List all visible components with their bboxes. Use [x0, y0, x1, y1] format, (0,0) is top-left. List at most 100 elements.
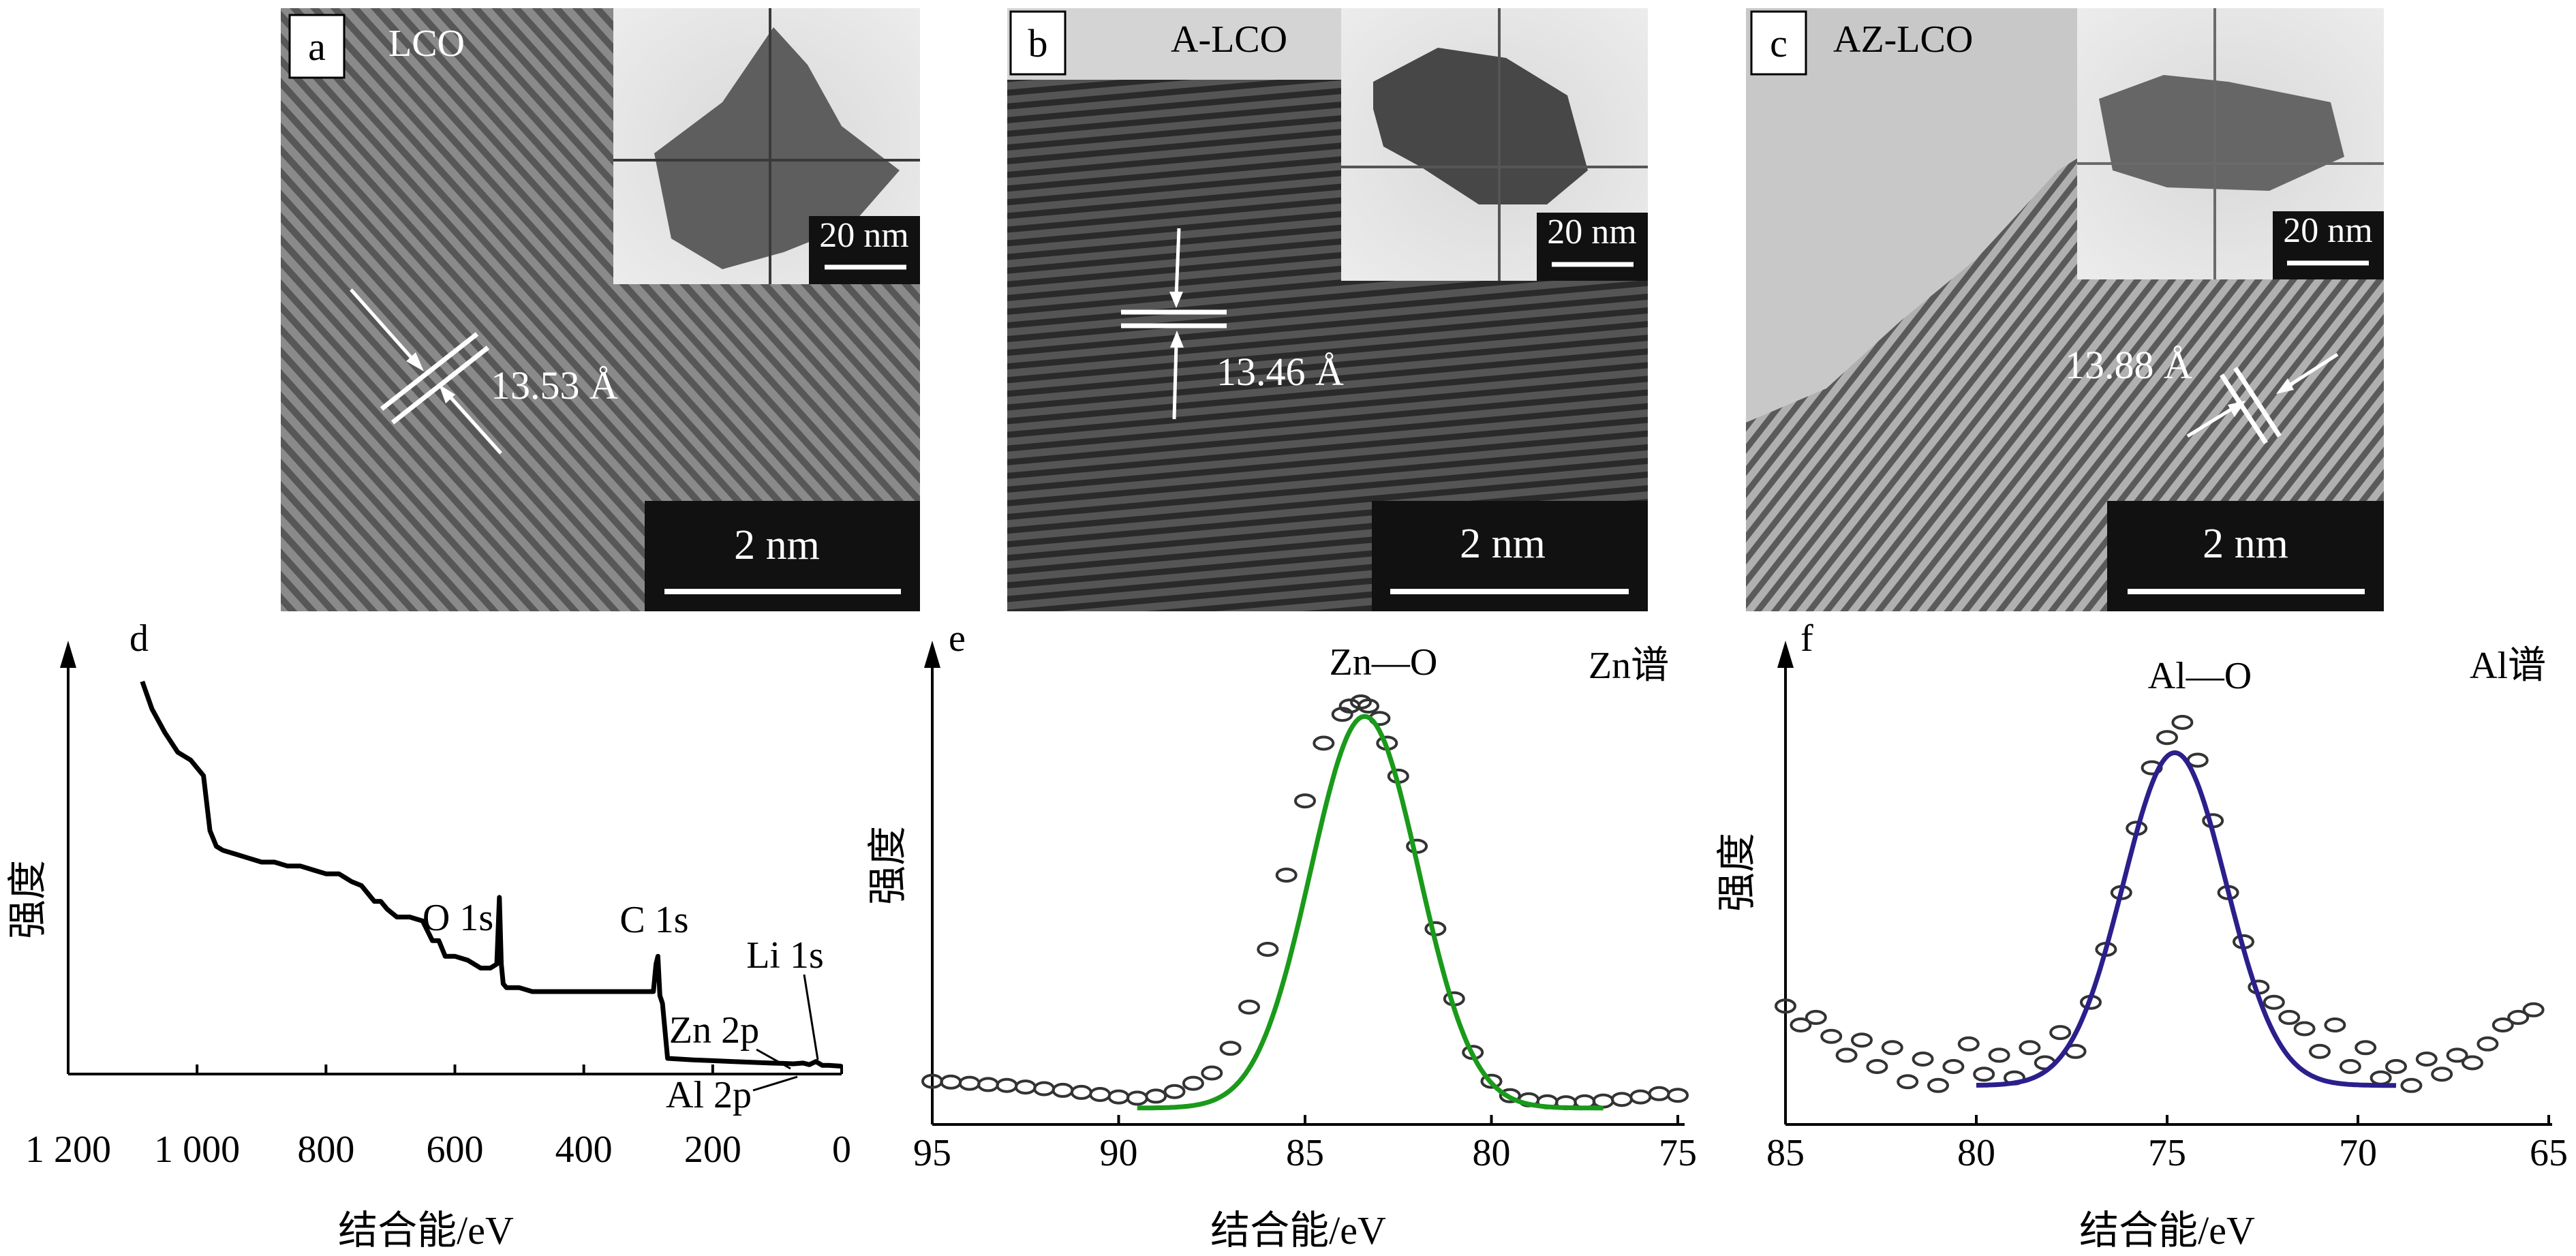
tem-panel-b: 20 nm b A-LCO 13.46 Å 2 nm [1007, 8, 1648, 611]
survey-line [140, 680, 842, 1069]
data-point [1667, 1088, 1689, 1103]
inset-scale-label-c: 20 nm [2283, 211, 2372, 250]
x-tick-label: 75 [1659, 1132, 1697, 1174]
data-point [1201, 1065, 1223, 1081]
data-point [1294, 793, 1316, 809]
data-point [2507, 1009, 2530, 1025]
xps-survey-chart: 1 200 1 000 800 600 400 200 0 d O 1s C 1s Li 1… [5, 617, 851, 1253]
spacing-label-a: 13.53 Å [491, 363, 618, 408]
data-point [1126, 1090, 1148, 1106]
x-ticks-d: 1 200 1 000 800 600 400 200 0 [25, 1064, 851, 1171]
x-tick-label: 95 [913, 1132, 951, 1174]
panel-letter-box-c [1750, 10, 1807, 76]
annotation-zn2p: Zn 2p [669, 1009, 759, 1052]
data-point [1182, 1075, 1204, 1091]
data-point [2171, 715, 2194, 730]
data-point [1775, 998, 1796, 1014]
y-label-e: 强度 [865, 826, 910, 905]
fit-curve-e [1137, 714, 1604, 1111]
data-point [2400, 1077, 2423, 1093]
fit-curve-f [1976, 750, 2397, 1088]
data-point [1897, 1074, 1919, 1090]
data-point [1238, 999, 1260, 1015]
sample-label-b: A-LCO [1171, 18, 1287, 61]
data-point [2446, 1047, 2468, 1063]
x-tick-label: 1 200 [25, 1129, 111, 1171]
data-point [1163, 1084, 1186, 1099]
data-point [1973, 1067, 1995, 1082]
data-points-e [921, 694, 1689, 1111]
x-tick-label: 90 [1100, 1132, 1138, 1174]
data-point [1089, 1087, 1111, 1102]
x-label-f: 结合能/eV [2079, 1208, 2255, 1253]
inset-scale-label-b: 20 nm [1547, 213, 1636, 251]
x-tick-label: 200 [684, 1129, 741, 1171]
xps-al-chart: 85 80 75 70 65 f Al—O Al谱 结合能/eV 强度 [1715, 617, 2568, 1253]
data-point [2385, 1059, 2407, 1074]
panel-letter-c: c [1770, 21, 1788, 65]
panel-letter-a: a [308, 25, 326, 69]
data-point [1957, 1036, 1980, 1052]
data-point [2278, 1009, 2301, 1025]
scale-label-b: 2 nm [1460, 521, 1546, 567]
data-point [1927, 1077, 1949, 1093]
data-point [1805, 1009, 1827, 1025]
title-f: Al谱 [2470, 645, 2546, 687]
x-tick-label: 65 [2530, 1132, 2568, 1174]
data-point [2522, 1002, 2545, 1017]
data-point [1033, 1081, 1056, 1097]
data-point [2477, 1036, 2499, 1052]
data-point [2324, 1017, 2346, 1032]
data-point [2019, 1040, 2041, 1056]
particle-c [2099, 75, 2344, 191]
peak-label-f: Al—O [2148, 655, 2252, 697]
peak-label-e: Zn—O [1330, 641, 1438, 684]
panel-letter-b: b [1028, 21, 1048, 65]
data-point [1912, 1052, 1934, 1067]
x-tick-label: 80 [1957, 1132, 1995, 1174]
data-point [1851, 1032, 1873, 1048]
panel-letter-d: d [129, 617, 149, 660]
x-tick-label: 70 [2339, 1132, 2377, 1174]
particle-b [1373, 48, 1588, 204]
data-point [1070, 1084, 1092, 1100]
annotation-li1s: Li 1s [746, 934, 824, 977]
data-point [996, 1077, 1018, 1093]
panel-letter-e: e [949, 617, 966, 660]
x-tick-label: 1 000 [154, 1129, 240, 1171]
title-e: Zn谱 [1589, 645, 1669, 687]
data-point [1988, 1047, 2010, 1063]
x-tick-label: 0 [832, 1129, 851, 1171]
y-axis-arrow-e [924, 641, 940, 668]
tem-panel-c: 20 nm c AZ-LCO 13.88 Å 2 nm [1746, 8, 2384, 611]
data-point [1480, 1073, 1503, 1089]
data-point [1257, 942, 1279, 957]
sample-label-a: LCO [388, 22, 465, 65]
inset-scalebar-a [809, 216, 920, 284]
data-point [2156, 730, 2178, 746]
data-point [2491, 1017, 2514, 1032]
data-points-f [1775, 715, 2545, 1093]
x-label-e: 结合能/eV [1210, 1208, 1386, 1253]
data-point [1358, 699, 1379, 714]
sample-label-c: AZ-LCO [1833, 18, 1973, 61]
data-point [1866, 1059, 1888, 1074]
data-point [2370, 1070, 2392, 1086]
x-tick-label: 600 [427, 1129, 484, 1171]
data-point [1790, 1017, 1812, 1032]
data-point [2263, 994, 2285, 1010]
data-point [1107, 1089, 1130, 1105]
data-point [1610, 1092, 1633, 1107]
scale-label-a: 2 nm [734, 522, 820, 568]
panel-letter-box-b [1009, 10, 1067, 76]
data-point [1629, 1089, 1652, 1105]
annotation-c1s: C 1s [619, 899, 688, 941]
x-tick-label: 400 [555, 1129, 613, 1171]
data-point [958, 1075, 981, 1091]
y-axis-arrow-d [60, 641, 76, 668]
data-point [1275, 868, 1298, 883]
data-point [1145, 1088, 1167, 1104]
spacing-label-c: 13.88 Å [2065, 343, 2192, 387]
data-point [2339, 1059, 2361, 1074]
x-tick-label: 80 [1473, 1132, 1511, 1174]
